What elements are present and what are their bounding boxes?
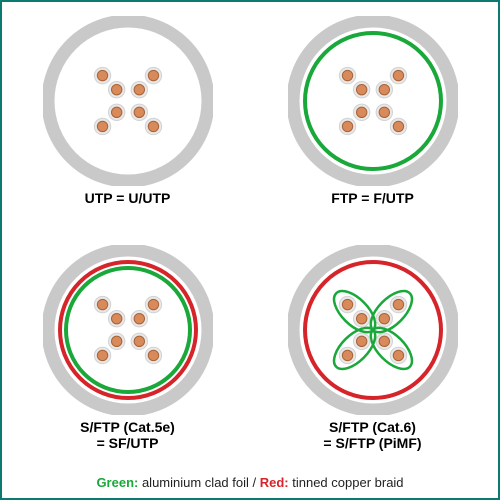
cable-label-utp: UTP = U/UTP (85, 190, 171, 207)
cable-grid: UTP = U/UTP FTP = F/UTP S/FTP (Cat.5e) = S… (16, 16, 484, 469)
cable-cross-section-sftp6 (288, 245, 458, 415)
legend: Green: aluminium clad foil / Red: tinned… (16, 469, 484, 490)
legend-red-text: tinned copper braid (289, 475, 404, 490)
cable-cell-sftp6: S/FTP (Cat.6) = S/FTP (PiMF) (261, 245, 484, 453)
legend-green-label: Green: (96, 475, 138, 490)
diagram-frame: UTP = U/UTP FTP = F/UTP S/FTP (Cat.5e) = S… (0, 0, 500, 500)
legend-red-label: Red: (260, 475, 289, 490)
cable-cross-section-sftp5e (43, 245, 213, 415)
cable-label-sftp5e: S/FTP (Cat.5e) = SF/UTP (80, 419, 175, 453)
cable-cell-utp: UTP = U/UTP (16, 16, 239, 207)
cable-label-ftp: FTP = F/UTP (331, 190, 414, 207)
legend-green-text: aluminium clad foil (138, 475, 252, 490)
cable-cross-section-ftp (288, 16, 458, 186)
cable-cross-section-utp (43, 16, 213, 186)
legend-separator: / (253, 475, 260, 490)
cable-label-sftp6: S/FTP (Cat.6) = S/FTP (PiMF) (323, 419, 421, 453)
cable-cell-sftp5e: S/FTP (Cat.5e) = SF/UTP (16, 245, 239, 453)
cable-cell-ftp: FTP = F/UTP (261, 16, 484, 207)
